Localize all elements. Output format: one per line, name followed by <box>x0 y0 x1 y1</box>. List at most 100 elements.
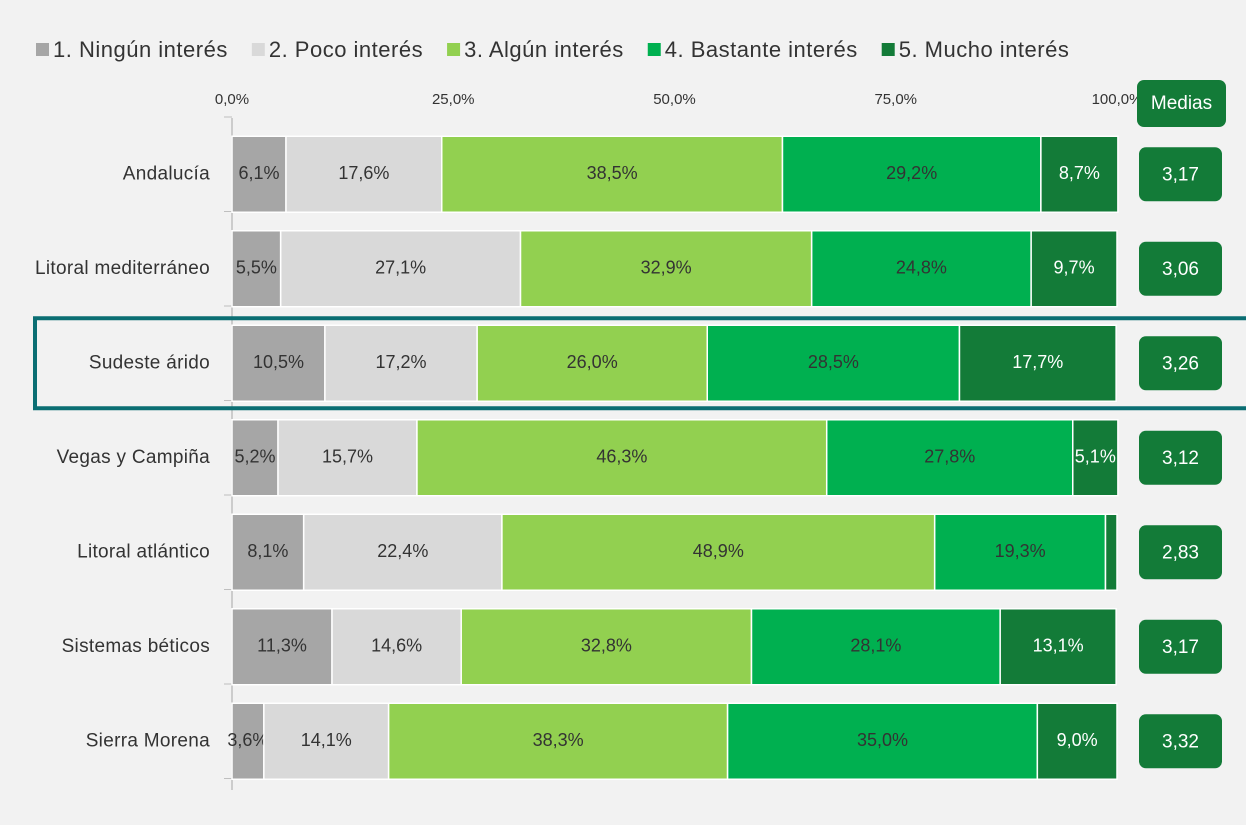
bar-segment <box>460 608 753 686</box>
value-label: 38,3% <box>533 730 584 750</box>
value-label: 27,8% <box>924 447 975 467</box>
bar-segment <box>476 324 708 402</box>
category-label: Sierra Morena <box>86 730 210 751</box>
bar-segment <box>810 230 1032 308</box>
value-label: 14,1% <box>301 730 352 750</box>
legend-swatch <box>447 43 461 56</box>
value-label: 26,0% <box>567 352 618 372</box>
value-label: 32,9% <box>641 258 692 278</box>
bar-segment <box>231 324 326 402</box>
legend-label: 5. Mucho interés <box>899 37 1070 62</box>
bar-segment <box>1072 419 1119 497</box>
bar-segment <box>1104 513 1118 591</box>
mean-label: 3,06 <box>1162 259 1199 280</box>
legend-swatch <box>251 43 265 56</box>
bar-segment <box>519 230 813 308</box>
value-label: 29,2% <box>886 163 937 183</box>
bar-segment <box>1040 135 1119 213</box>
legend-swatch <box>647 43 661 56</box>
x-tick-label: 50,0% <box>653 91 696 108</box>
bar-segment <box>440 135 784 213</box>
mean-box <box>1139 619 1222 674</box>
category-label: Andalucía <box>123 163 210 184</box>
value-label: 38,5% <box>587 163 638 183</box>
x-tick-label: 0,0% <box>215 91 249 108</box>
mean-label: 3,26 <box>1162 353 1199 374</box>
value-label: 32,8% <box>581 636 632 656</box>
bar-segment <box>706 324 961 402</box>
mean-box <box>1139 336 1222 391</box>
bar-segment <box>285 135 443 213</box>
bar-segment <box>324 324 478 402</box>
value-label: 17,2% <box>376 352 427 372</box>
value-label: 27,1% <box>375 258 426 278</box>
value-label: 28,5% <box>808 352 859 372</box>
value-label: 19,3% <box>995 541 1046 561</box>
means-title: Medias <box>1151 93 1212 114</box>
bar-segment <box>726 702 1039 780</box>
x-tick-label: 100,0% <box>1092 91 1143 108</box>
value-label: 5,5% <box>236 258 277 278</box>
value-label: 17,7% <box>1012 352 1063 372</box>
value-label: 5,2% <box>234 447 275 467</box>
bar-segment <box>231 513 305 591</box>
mean-box <box>1139 147 1222 202</box>
mean-box <box>1139 525 1222 580</box>
mean-label: 3,17 <box>1162 164 1199 185</box>
mean-box <box>1139 241 1222 296</box>
value-label: 13,1% <box>1033 636 1084 656</box>
highlight-box <box>33 316 1246 411</box>
bar-segment <box>781 135 1042 213</box>
bar-segment <box>231 230 282 308</box>
bar-segment <box>933 513 1107 591</box>
means-header <box>1137 80 1226 127</box>
value-label: 48,9% <box>693 541 744 561</box>
value-label: 8,7% <box>1059 163 1100 183</box>
value-label: 22,4% <box>377 541 428 561</box>
legend-label: 4. Bastante interés <box>665 37 858 62</box>
bar-segment <box>1036 702 1118 780</box>
bar-segment <box>387 702 729 780</box>
value-label: 46,3% <box>596 447 647 467</box>
category-label: Litoral mediterráneo <box>35 258 210 279</box>
mean-box <box>1139 714 1222 769</box>
value-label: 9,7% <box>1054 258 1095 278</box>
value-label: 14,6% <box>371 636 422 656</box>
mean-label: 2,83 <box>1162 542 1199 563</box>
value-label: 10,5% <box>253 352 304 372</box>
value-label: 8,1% <box>247 541 288 561</box>
bar-segment <box>958 324 1117 402</box>
x-tick-label: 25,0% <box>432 91 475 108</box>
bar-segment <box>231 608 333 686</box>
category-label: Sudeste árido <box>89 352 210 373</box>
category-label: Vegas y Campiña <box>57 447 211 468</box>
bar-segment <box>416 419 828 497</box>
bar-segment <box>825 419 1074 497</box>
value-label: 3,6% <box>227 730 268 750</box>
legend-label: 2. Poco interés <box>269 37 423 62</box>
bar-segment <box>302 513 503 591</box>
value-label: 17,6% <box>338 163 389 183</box>
bar-segment <box>279 230 522 308</box>
bar-segment <box>750 608 1001 686</box>
bar-segment <box>277 419 418 497</box>
bar-segment <box>263 702 390 780</box>
value-label: 5,1% <box>1075 447 1116 467</box>
value-label: 24,8% <box>896 258 947 278</box>
bar-segment <box>331 608 462 686</box>
bar-segment <box>231 702 265 780</box>
mean-label: 3,32 <box>1162 731 1199 752</box>
legend-swatch <box>36 43 49 56</box>
value-label: 28,1% <box>850 636 901 656</box>
mean-box <box>1139 430 1222 485</box>
bar-segment <box>501 513 936 591</box>
bar-segment <box>999 608 1117 686</box>
value-label: 15,7% <box>322 447 373 467</box>
x-tick-label: 75,0% <box>874 91 917 108</box>
value-label: 11,3% <box>257 636 307 656</box>
value-label: 9,0% <box>1057 730 1098 750</box>
value-label: 6,1% <box>238 163 279 183</box>
bar-segment <box>1030 230 1118 308</box>
category-label: Sistemas béticos <box>62 636 210 657</box>
